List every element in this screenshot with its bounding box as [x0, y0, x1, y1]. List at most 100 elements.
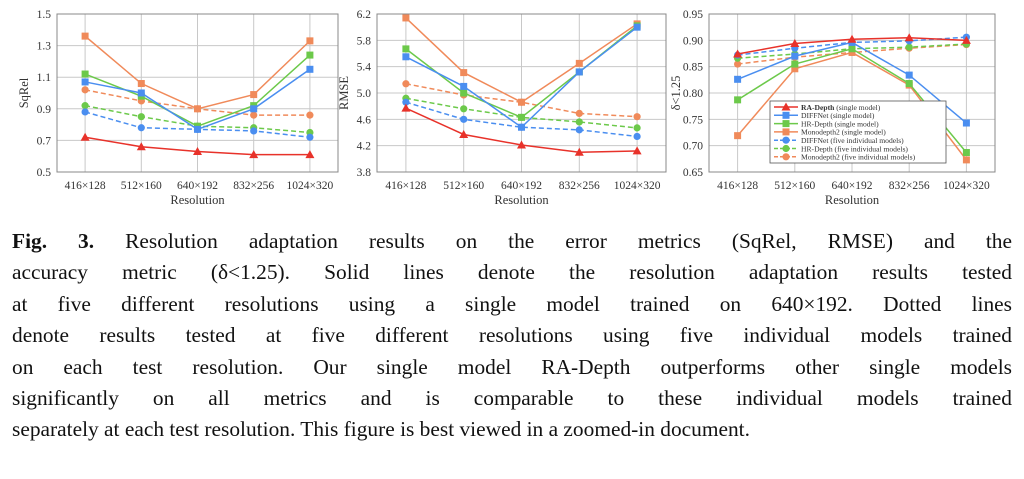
data-point [518, 123, 525, 131]
data-point [402, 45, 410, 53]
data-point [250, 127, 258, 135]
legend-entry: HR-Depth (five individual models) [801, 144, 908, 153]
data-point [518, 98, 525, 106]
y-tick-label: 5.8 [357, 35, 372, 47]
data-point [734, 75, 742, 83]
y-tick-label: 0.95 [683, 9, 703, 21]
x-tick-label: 832×256 [233, 180, 274, 192]
data-point [575, 109, 583, 118]
chart-2: 0.65 0.70 0.75 0.80 0.85 0.90 0.95 416×128 512×1… [669, 9, 996, 207]
data-point [402, 53, 410, 61]
y-tick-label: 0.70 [683, 141, 703, 153]
legend-marker [782, 136, 790, 144]
caption-line: separately at each test resolution. This… [12, 417, 750, 442]
legend-entry: RA-Depth (single model) [801, 103, 881, 112]
data-point [633, 124, 641, 132]
data-point [81, 102, 89, 110]
x-tick-label: 512×160 [443, 180, 484, 192]
data-point [137, 89, 145, 97]
data-point [574, 147, 584, 156]
caption-line: significantly on all metrics and is comp… [12, 386, 1012, 411]
data-point [962, 149, 970, 157]
data-point [306, 51, 314, 59]
legend-entry: Monodepth2 (five individual models) [801, 153, 916, 162]
data-point [905, 43, 913, 51]
data-point [633, 132, 641, 141]
data-point [575, 59, 583, 67]
data-point [734, 60, 742, 68]
legend-entry: Monodepth2 (single model) [801, 128, 886, 137]
data-point [81, 78, 89, 86]
y-tick-label: 0.75 [683, 114, 703, 126]
chart-0: 0.5 0.7 0.9 1.1 1.3 1.5 416×128 512×160 640×192 8… [17, 9, 339, 207]
data-point [401, 103, 411, 112]
y-tick-label: 0.5 [37, 167, 52, 179]
figure-caption: Fig. 3. Resolution adaptation results on… [12, 226, 1012, 446]
y-tick-label: 6.2 [357, 9, 372, 21]
y-tick-label: 0.9 [37, 104, 52, 116]
caption-line: denote results tested at five different … [12, 323, 1012, 348]
legend: RA-Depth (single model)DIFFNet (single m… [769, 100, 947, 164]
series-line [405, 97, 638, 129]
data-point [905, 80, 913, 88]
data-point [791, 65, 799, 73]
x-axis-label: Resolution [494, 193, 549, 207]
data-point [305, 150, 315, 159]
data-point [633, 23, 641, 31]
legend-entry: HR-Depth (single model) [801, 119, 879, 128]
legend-entry: DIFFNet (single model) [801, 111, 875, 120]
y-tick-label: 5.0 [357, 88, 372, 100]
y-tick-label: 0.80 [683, 88, 703, 100]
data-point [961, 35, 971, 44]
x-tick-label: 1024×320 [287, 180, 334, 192]
data-point [80, 132, 90, 141]
data-point [791, 52, 799, 60]
y-axis-label: δ<1.25 [669, 76, 683, 111]
data-point [734, 96, 742, 104]
data-point [733, 49, 743, 58]
caption-line: on each test resolution. Our single mode… [12, 354, 1012, 379]
data-point [306, 111, 314, 119]
legend-marker [782, 111, 790, 119]
data-point [306, 133, 314, 141]
y-tick-label: 0.85 [683, 62, 703, 74]
plot-frame [376, 13, 667, 173]
legend-marker [781, 102, 791, 111]
y-tick-label: 4.6 [357, 114, 372, 126]
y-tick-label: 0.90 [683, 35, 703, 47]
x-tick-label: 1024×320 [614, 180, 661, 192]
figure-charts: 0.5 0.7 0.9 1.1 1.3 1.5 416×128 512×160 640×192 8… [17, 9, 996, 207]
data-point [517, 140, 526, 149]
data-point [575, 68, 583, 76]
y-tick-label: 0.7 [37, 135, 52, 147]
data-point [402, 98, 410, 106]
figure-label: Fig. 3. [12, 229, 95, 253]
data-point [194, 105, 201, 113]
data-point [402, 14, 410, 22]
series-line [405, 101, 638, 138]
data-point [460, 89, 468, 97]
data-point [460, 69, 468, 77]
data-point [848, 45, 856, 53]
data-point [81, 70, 89, 78]
data-point [518, 113, 525, 121]
y-tick-label: 1.1 [37, 72, 52, 84]
x-tick-label: 512×160 [121, 180, 162, 192]
data-point [137, 113, 145, 121]
data-point [962, 156, 970, 164]
legend-box [769, 100, 947, 164]
data-point [848, 48, 856, 56]
x-tick-label: 640×192 [501, 180, 542, 192]
data-point [460, 105, 468, 113]
data-point [250, 105, 258, 113]
caption-line: accuracy metric (δ<1.25). Solid lines de… [12, 260, 1012, 285]
x-axis-label: Resolution [170, 193, 225, 207]
legend-marker [782, 144, 790, 153]
x-axis-label: Resolution [825, 193, 880, 207]
legend-marker [782, 153, 790, 161]
data-point [905, 71, 913, 79]
plot-frame [56, 13, 339, 173]
x-tick-label: 416×128 [385, 180, 426, 192]
x-tick-label: 1024×320 [943, 180, 990, 192]
data-point [791, 60, 799, 68]
